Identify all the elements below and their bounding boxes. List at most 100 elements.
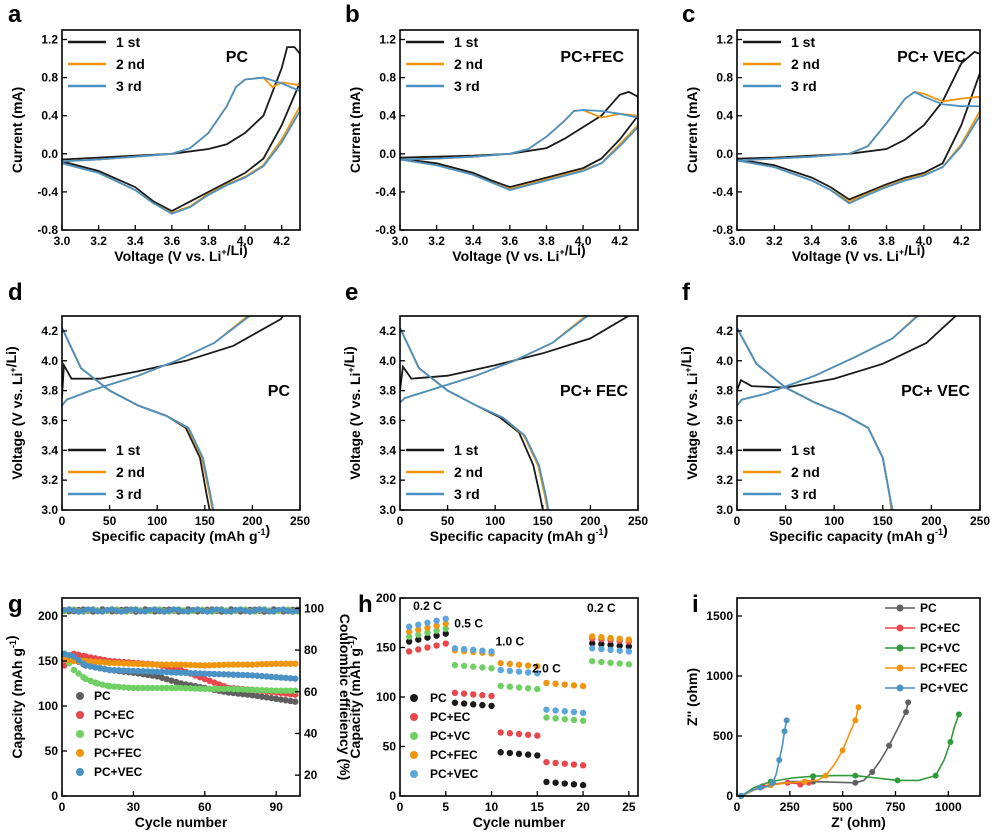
panel-label: d xyxy=(8,279,23,306)
x-tick-label: 10 xyxy=(485,800,499,814)
capacity-point xyxy=(287,687,294,694)
y-tick-label: 50 xyxy=(383,740,397,754)
panel-label: b xyxy=(345,1,360,28)
capacity-point xyxy=(106,659,113,666)
y-tick-label: 500 xyxy=(713,729,733,743)
rate-point xyxy=(524,662,532,669)
y-tick-label: 1.2 xyxy=(379,33,396,47)
series-line xyxy=(400,327,550,510)
x-tick-label: 3.8 xyxy=(878,234,895,248)
nyquist-point xyxy=(822,772,829,779)
y-tick-label: 3.2 xyxy=(716,473,733,487)
capacity-point xyxy=(292,698,299,705)
rate-point xyxy=(451,645,459,652)
y-tick-label: 3.0 xyxy=(41,503,58,517)
chart-panel-i: 0 250 500 750 1000 0 500 1000 1500 Z' (ohm) Z'' (o… xyxy=(684,591,981,830)
legend-label: 3 rd xyxy=(791,78,817,94)
x-tick-label: 3.2 xyxy=(766,234,783,248)
rate-point xyxy=(470,701,477,708)
capacity-point xyxy=(230,671,237,678)
x-axis-label: Voltage (V vs. Li+/Li) xyxy=(114,242,247,264)
rate-point xyxy=(625,648,633,655)
capacity-point xyxy=(92,664,99,671)
series-line xyxy=(737,327,894,510)
y2-axis-label: Coulombic effieiency (%) xyxy=(337,614,353,780)
panel-label: c xyxy=(682,1,695,28)
panel-label: a xyxy=(8,1,22,28)
capacity-point xyxy=(277,687,285,694)
rate-point xyxy=(552,715,559,722)
y-tick-label: 150 xyxy=(38,654,58,668)
ce-point xyxy=(151,606,158,613)
y-tick-label: 0 xyxy=(51,789,58,803)
ce-point xyxy=(108,606,115,613)
y-tick-label: 4.2 xyxy=(41,324,58,338)
ce-point xyxy=(66,606,73,613)
ce-point xyxy=(123,607,130,614)
series-line xyxy=(400,109,638,191)
capacity-point xyxy=(125,660,132,667)
x-tick-label: 50 xyxy=(441,514,455,528)
chart-title: PC+ VEC xyxy=(897,49,966,66)
rate-point xyxy=(534,670,541,677)
capacity-point xyxy=(234,671,242,679)
nyquist-point xyxy=(905,699,912,706)
capacity-point xyxy=(187,661,194,669)
rate-point xyxy=(442,615,449,622)
y2-tick-label: 20 xyxy=(304,768,318,782)
series-line xyxy=(400,316,629,391)
rate-point xyxy=(433,632,440,639)
capacity-point xyxy=(87,658,94,665)
legend-label: PC+VC xyxy=(94,727,135,741)
rate-point xyxy=(424,644,431,651)
rate-point xyxy=(598,658,605,666)
rate-label: 0.2 C xyxy=(413,599,442,613)
y-axis-label: Voltage (V vs. Li+/Li) xyxy=(3,346,25,479)
rate-point xyxy=(442,640,449,647)
rate-point xyxy=(405,638,413,645)
capacity-point xyxy=(292,675,299,682)
rate-point xyxy=(625,661,633,668)
y-tick-label: 1.2 xyxy=(716,33,733,47)
rate-point xyxy=(598,640,605,648)
capacity-point xyxy=(125,684,132,691)
rate-point xyxy=(470,691,477,698)
series-line xyxy=(62,76,300,215)
nyquist-point xyxy=(886,742,893,749)
y-tick-label: 3.2 xyxy=(41,473,58,487)
rate-point xyxy=(451,689,459,697)
y-tick-label: 3.4 xyxy=(41,443,58,457)
x-tick-label: 90 xyxy=(270,800,284,814)
ce-point xyxy=(232,606,239,613)
capacity-point xyxy=(258,661,266,668)
rate-point xyxy=(543,714,550,721)
rate-point xyxy=(524,751,532,758)
capacity-point xyxy=(273,695,280,702)
nyquist-point xyxy=(855,704,862,711)
capacity-point xyxy=(225,671,232,678)
ce-point xyxy=(242,607,249,614)
chart-panel-g: 0 30 60 90 0 50 100 150 200 Cycle number Capacity … xyxy=(3,591,353,830)
x-tick-label: 3.4 xyxy=(127,234,144,248)
ce-point xyxy=(104,606,111,613)
series-line xyxy=(737,90,980,203)
capacity-point xyxy=(211,661,218,669)
legend-label: 3 rd xyxy=(116,486,142,502)
x-tick-label: 250 xyxy=(780,800,800,814)
x-tick-label: 0 xyxy=(734,514,741,528)
y-tick-label: 0 xyxy=(726,789,733,803)
capacity-point xyxy=(115,659,123,667)
rate-point xyxy=(616,647,623,654)
capacity-point xyxy=(253,661,261,668)
rate-point xyxy=(579,762,587,769)
series-line xyxy=(400,316,587,404)
capacity-point xyxy=(144,661,151,668)
legend-label: PC+VEC xyxy=(430,767,479,781)
rate-point xyxy=(433,642,440,649)
capacity-point xyxy=(182,669,189,677)
rate-point xyxy=(570,781,578,788)
capacity-point xyxy=(177,669,185,676)
y-tick-label: -0.4 xyxy=(37,185,58,199)
capacity-point xyxy=(168,684,175,692)
rate-point xyxy=(524,731,532,739)
